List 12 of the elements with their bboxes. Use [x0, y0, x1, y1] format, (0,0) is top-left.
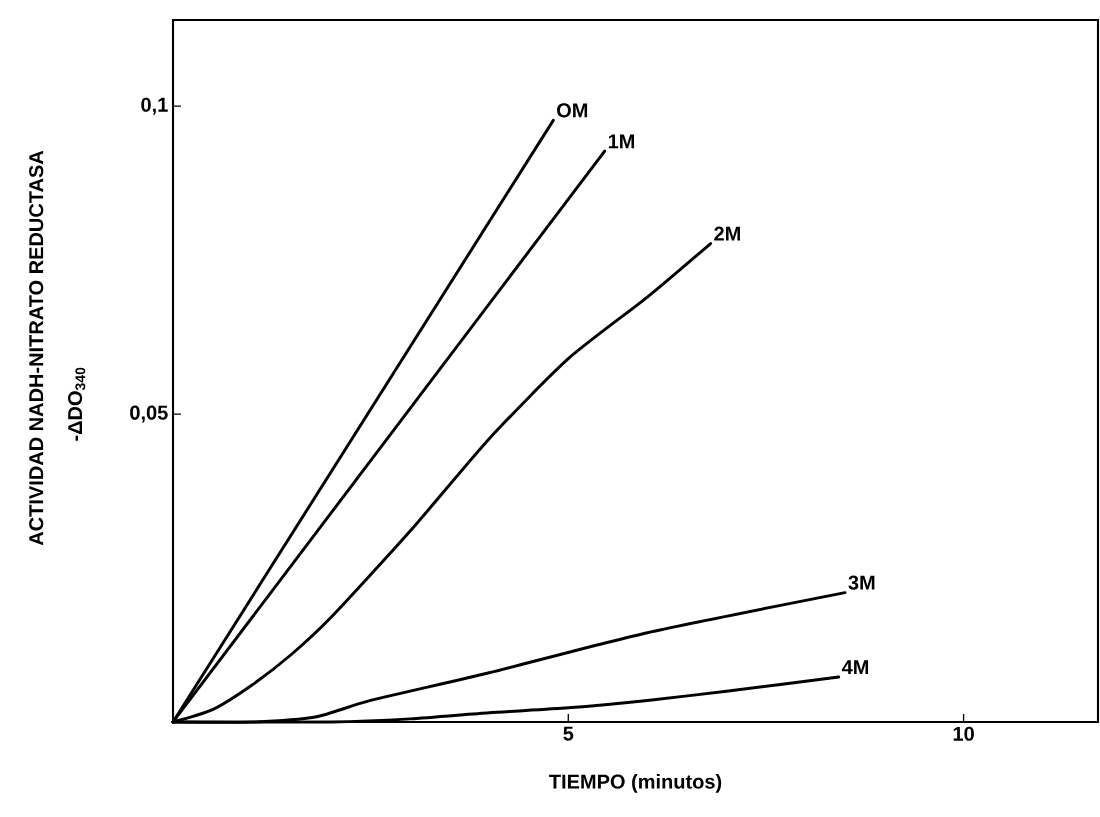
- series-label: 2M: [714, 226, 740, 241]
- y-tick-label: 0,05: [130, 405, 168, 423]
- text: -ΔDO$_{340}$: [68, 367, 86, 441]
- series-label: OM: [557, 103, 588, 118]
- series-label: 3M: [848, 575, 875, 590]
- series-label: 4M: [841, 660, 869, 675]
- x-tick-label: 5: [563, 726, 574, 741]
- y-axis-title: ACTIVIDAD NADH-NITRATO REDUCTASA: [29, 150, 44, 546]
- x-axis-title: TIEMPO (minutos): [549, 774, 722, 793]
- x-tick-label: 10: [953, 726, 974, 741]
- series-label: 1M: [608, 134, 635, 149]
- y-tick-label: 0,1: [141, 97, 168, 115]
